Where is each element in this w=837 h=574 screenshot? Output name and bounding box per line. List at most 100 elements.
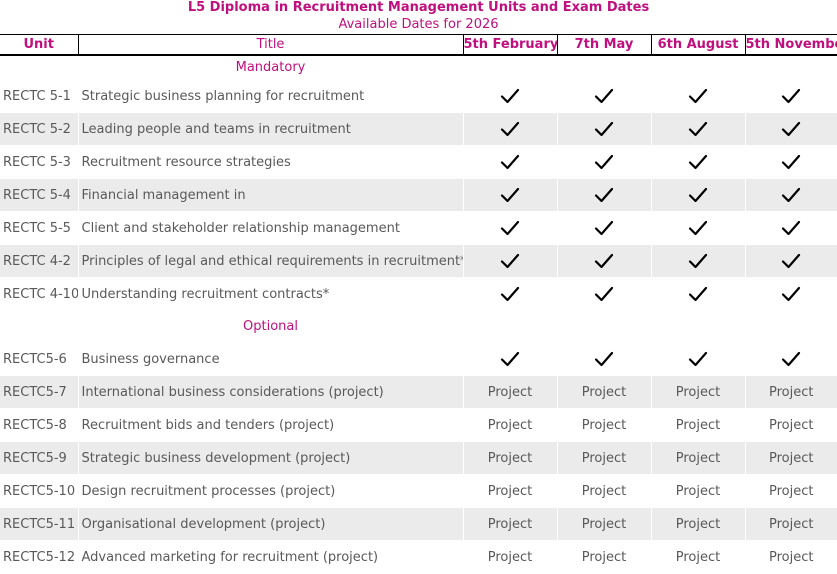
unit-code: RECTC5-10 bbox=[0, 474, 78, 508]
table-row: RECTC5-6 Business governance bbox=[0, 342, 837, 376]
table-row: RECTC 5-2 Leading people and teams in rec… bbox=[0, 112, 837, 146]
date-cell bbox=[556, 79, 651, 113]
date-cell bbox=[462, 244, 557, 278]
date-cell-project: Project bbox=[556, 474, 651, 508]
unit-title: Advanced marketing for recruitment (proj… bbox=[77, 540, 463, 574]
unit-title: Design recruitment processes (project) bbox=[77, 474, 463, 508]
date-cell bbox=[462, 211, 557, 245]
date-cell bbox=[744, 79, 837, 113]
date-cell bbox=[650, 277, 745, 311]
date-cell-project: Project bbox=[650, 408, 745, 442]
date-cell-project: Project bbox=[556, 507, 651, 541]
date-cell bbox=[556, 244, 651, 278]
table-row: RECTC 5-3 Recruitment resource strategies bbox=[0, 145, 837, 179]
date-cell-project: Project bbox=[650, 540, 745, 574]
unit-code: RECTC 5-2 bbox=[0, 112, 78, 146]
unit-title: Recruitment resource strategies bbox=[77, 145, 463, 179]
date-cell bbox=[744, 211, 837, 245]
unit-code: RECTC5-8 bbox=[0, 408, 78, 442]
unit-title: Principles of legal and ethical requirem… bbox=[77, 244, 463, 278]
checkmark-icon bbox=[688, 286, 708, 302]
date-cell bbox=[462, 277, 557, 311]
date-cell-project: Project bbox=[650, 507, 745, 541]
exam-dates-table: Unit Title 5th February 7th May 6th Augu… bbox=[0, 34, 837, 574]
date-cell bbox=[744, 112, 837, 146]
table-row: RECTC5-12 Advanced marketing for recruitm… bbox=[0, 540, 837, 574]
date-cell bbox=[462, 342, 557, 376]
unit-code: RECTC 4-2 bbox=[0, 244, 78, 278]
checkmark-icon bbox=[782, 187, 801, 203]
col-header-title: Title bbox=[77, 34, 463, 56]
unit-title: Strategic business planning for recruitm… bbox=[77, 79, 463, 113]
section-row: Optional bbox=[0, 310, 837, 343]
checkmark-icon bbox=[782, 154, 801, 170]
section-spacer bbox=[463, 310, 837, 343]
checkmark-icon bbox=[500, 253, 520, 269]
date-cell-project: Project bbox=[556, 375, 651, 409]
unit-code: RECTC5-12 bbox=[0, 540, 78, 574]
date-cell bbox=[744, 342, 837, 376]
date-cell bbox=[556, 342, 651, 376]
table-row: RECTC 5-5 Client and stakeholder relation… bbox=[0, 211, 837, 245]
date-cell bbox=[462, 112, 557, 146]
unit-code: RECTC 4-10 bbox=[0, 277, 78, 311]
date-cell-project: Project bbox=[556, 441, 651, 475]
date-cell bbox=[650, 244, 745, 278]
checkmark-icon bbox=[688, 88, 708, 104]
col-header-date-3: 6th August bbox=[650, 34, 745, 56]
unit-code: RECTC 5-1 bbox=[0, 79, 78, 113]
checkmark-icon bbox=[688, 121, 708, 137]
unit-title: Strategic business development (project) bbox=[77, 441, 463, 475]
unit-code: RECTC5-11 bbox=[0, 507, 78, 541]
checkmark-icon bbox=[500, 154, 520, 170]
table-row: RECTC5-9 Strategic business development (… bbox=[0, 441, 837, 475]
table-row: RECTC 4-10 Understanding recruitment cont… bbox=[0, 277, 837, 311]
date-cell-project: Project bbox=[744, 540, 837, 574]
date-cell-project: Project bbox=[744, 441, 837, 475]
checkmark-icon bbox=[782, 351, 801, 367]
date-cell bbox=[744, 178, 837, 212]
date-cell bbox=[556, 178, 651, 212]
unit-code: RECTC5-9 bbox=[0, 441, 78, 475]
date-cell-project: Project bbox=[462, 507, 557, 541]
unit-code: RECTC5-7 bbox=[0, 375, 78, 409]
checkmark-icon bbox=[500, 286, 520, 302]
date-cell-project: Project bbox=[744, 408, 837, 442]
checkmark-icon bbox=[594, 121, 614, 137]
date-cell-project: Project bbox=[744, 507, 837, 541]
table-row: RECTC5-7 International business considera… bbox=[0, 375, 837, 409]
date-cell bbox=[462, 178, 557, 212]
table-row: RECTC5-11 Organisational development (pro… bbox=[0, 507, 837, 541]
checkmark-icon bbox=[500, 187, 520, 203]
date-cell-project: Project bbox=[744, 474, 837, 508]
table-row: RECTC5-10 Design recruitment processes (p… bbox=[0, 474, 837, 508]
checkmark-icon bbox=[782, 121, 801, 137]
date-cell bbox=[556, 277, 651, 311]
section-label: Mandatory bbox=[78, 55, 463, 80]
checkmark-icon bbox=[688, 351, 708, 367]
section-row: Mandatory bbox=[0, 55, 837, 80]
date-cell-project: Project bbox=[744, 375, 837, 409]
table-row: RECTC 4-2 Principles of legal and ethical… bbox=[0, 244, 837, 278]
table-row: RECTC 5-4 Financial management in bbox=[0, 178, 837, 212]
unit-title: International business considerations (p… bbox=[77, 375, 463, 409]
unit-code: RECTC 5-3 bbox=[0, 145, 78, 179]
date-cell-project: Project bbox=[650, 441, 745, 475]
date-cell-project: Project bbox=[650, 474, 745, 508]
date-cell bbox=[650, 342, 745, 376]
checkmark-icon bbox=[688, 220, 708, 236]
col-header-unit: Unit bbox=[0, 34, 78, 56]
checkmark-icon bbox=[594, 286, 614, 302]
checkmark-icon bbox=[594, 351, 614, 367]
unit-title: Understanding recruitment contracts* bbox=[77, 277, 463, 311]
date-cell bbox=[650, 145, 745, 179]
checkmark-icon bbox=[500, 220, 520, 236]
checkmark-icon bbox=[500, 121, 520, 137]
checkmark-icon bbox=[594, 220, 614, 236]
page-heading: L5 Diploma in Recruitment Management Uni… bbox=[0, 0, 837, 34]
table-body: Mandatory RECTC 5-1 Strategic business pla… bbox=[0, 55, 837, 574]
unit-title: Organisational development (project) bbox=[77, 507, 463, 541]
date-cell bbox=[556, 112, 651, 146]
section-label: Optional bbox=[78, 310, 463, 343]
table-row: RECTC5-8 Recruitment bids and tenders (pr… bbox=[0, 408, 837, 442]
